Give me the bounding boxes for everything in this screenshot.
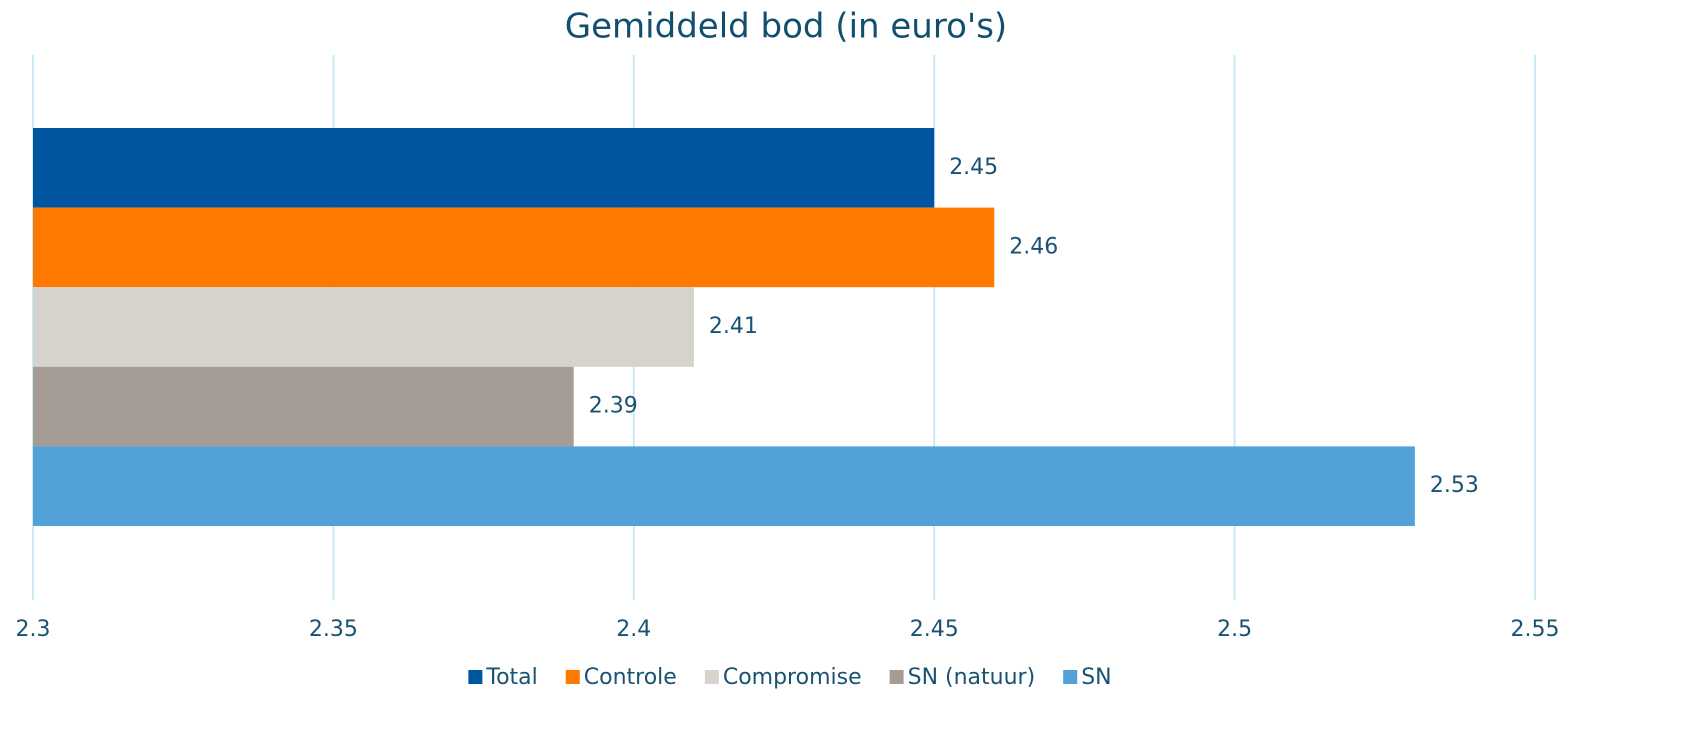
bar — [33, 446, 1415, 526]
legend-label: Total — [485, 665, 537, 690]
chart-title: Gemiddeld bod (in euro's) — [565, 7, 1007, 47]
legend-swatch — [889, 670, 904, 684]
data-label: 2.53 — [1430, 473, 1479, 498]
data-label: 2.39 — [589, 394, 638, 419]
bar — [33, 366, 574, 447]
legend-swatch — [1063, 670, 1078, 684]
legend-label: Controle — [584, 665, 677, 690]
data-label: 2.41 — [709, 314, 758, 339]
data-label: 2.45 — [949, 155, 998, 180]
bar — [33, 128, 935, 208]
bar — [33, 207, 995, 288]
legend-swatch — [704, 670, 719, 684]
legend-swatch — [565, 670, 580, 684]
x-tick-label: 2.45 — [910, 617, 959, 642]
data-label: 2.46 — [1009, 234, 1058, 259]
x-tick-label: 2.3 — [16, 617, 51, 642]
x-tick-label: 2.35 — [309, 617, 358, 642]
bar — [33, 287, 694, 367]
legend-label: SN — [1081, 665, 1111, 690]
x-tick-label: 2.5 — [1217, 617, 1252, 642]
legend-swatch — [468, 670, 483, 684]
x-tick-label: 2.55 — [1511, 617, 1560, 642]
x-tick-label: 2.4 — [616, 617, 651, 642]
legend-label: Compromise — [723, 665, 862, 690]
legend-label: SN (natuur) — [908, 665, 1036, 690]
